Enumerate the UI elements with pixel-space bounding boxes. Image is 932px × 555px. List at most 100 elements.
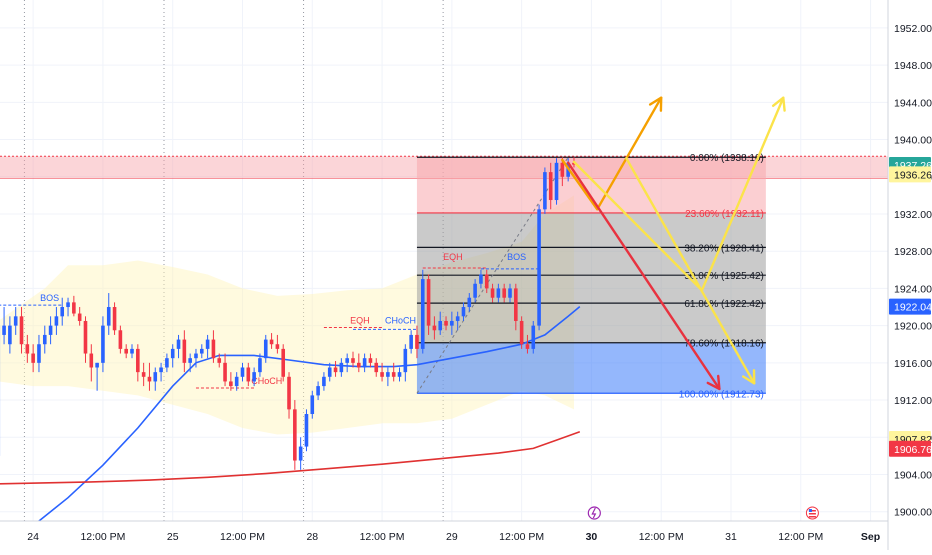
candle-body <box>363 358 367 367</box>
candle-body <box>299 447 303 461</box>
candle-body <box>89 354 93 368</box>
flag-stripe <box>809 513 816 515</box>
x-tick-label: 31 <box>725 531 737 543</box>
candle-body <box>101 326 105 363</box>
candle-body <box>473 284 477 298</box>
candle-body <box>351 358 355 363</box>
candle-body <box>386 372 390 377</box>
price-badge: 1906.76 <box>889 441 932 457</box>
structure-label: BOS <box>507 252 526 262</box>
candle-body <box>183 340 187 363</box>
y-tick-label: 1912.00 <box>894 395 932 407</box>
candle-body <box>404 349 408 372</box>
candle-body <box>258 358 262 372</box>
candle-body <box>433 326 437 331</box>
structure-label: EQH <box>350 315 370 325</box>
fib-level-label: 0.00% (1938.10) <box>690 153 764 164</box>
candle-body <box>345 358 349 363</box>
x-tick-label: 12:00 PM <box>220 531 265 543</box>
price-badge-label: 1922.04 <box>894 302 932 314</box>
price-badge-label: 1936.26 <box>894 169 932 181</box>
flag-canton <box>809 509 812 512</box>
candle-body <box>171 349 175 358</box>
candle-body <box>14 316 18 325</box>
x-tick-label: 12:00 PM <box>80 531 125 543</box>
candle-body <box>421 279 425 349</box>
fib-level-label: 78.60% (1918.16) <box>684 339 764 350</box>
candle-body <box>2 326 6 335</box>
candle-body <box>508 288 512 297</box>
candle-body <box>415 335 419 349</box>
price-badge: 1936.26 <box>889 166 932 182</box>
candle-body <box>78 314 82 321</box>
candle-body <box>392 372 396 377</box>
price-badge: 1922.04 <box>889 299 932 315</box>
candle-body <box>310 395 314 414</box>
fib-band <box>417 157 766 213</box>
candle-body <box>49 326 53 335</box>
candle-body <box>153 372 157 381</box>
structure-label: CHoCH <box>385 315 416 325</box>
candle-body <box>55 316 59 325</box>
candle-body <box>124 349 128 354</box>
fib-level-label: 100.00% (1912.73) <box>679 389 764 400</box>
x-tick-label: 25 <box>167 531 179 543</box>
candle-body <box>438 321 442 330</box>
candle-body <box>241 367 245 376</box>
y-tick-label: 1916.00 <box>894 358 932 370</box>
candle-body <box>322 377 326 386</box>
x-tick-label: 12:00 PM <box>499 531 544 543</box>
structure-label: EQH <box>443 252 463 262</box>
candle-body <box>526 344 530 349</box>
x-tick-label: Sep <box>861 531 880 543</box>
flag-stripe <box>809 516 816 518</box>
candle-body <box>316 386 320 395</box>
candle-body <box>479 274 483 283</box>
candle-body <box>252 372 256 381</box>
candle-body <box>8 326 12 345</box>
y-tick-label: 1900.00 <box>894 507 932 519</box>
y-tick-label: 1948.00 <box>894 60 932 72</box>
candle-body <box>84 321 88 354</box>
candle-body <box>549 172 553 200</box>
x-tick-label: 29 <box>446 531 458 543</box>
x-tick-label: 24 <box>27 531 39 543</box>
candle-body <box>113 307 117 330</box>
time-axis-panel <box>0 521 888 550</box>
x-tick-label: 12:00 PM <box>778 531 823 543</box>
candle-body <box>485 274 489 288</box>
fib-level-label: 61.80% (1922.42) <box>684 299 764 310</box>
candle-body <box>148 377 152 382</box>
x-tick-label: 30 <box>586 531 598 543</box>
candle-body <box>66 302 70 307</box>
candle-body <box>43 335 47 344</box>
candle-body <box>177 340 181 349</box>
candle-body <box>374 363 378 372</box>
y-tick-label: 1940.00 <box>894 135 932 147</box>
candle-body <box>37 344 41 363</box>
candle-body <box>380 372 384 377</box>
candle-body <box>357 363 361 368</box>
candle-body <box>561 163 565 177</box>
candle-body <box>462 307 466 316</box>
candle-body <box>537 209 541 325</box>
candle-body <box>555 163 559 200</box>
candle-body <box>194 354 198 359</box>
candle-body <box>340 363 344 372</box>
candle-body <box>20 316 24 344</box>
y-tick-label: 1924.00 <box>894 283 932 295</box>
lightning-event-icon <box>588 507 600 519</box>
candle-body <box>543 172 547 209</box>
candle-body <box>107 307 111 326</box>
candle-body <box>200 349 204 354</box>
candle-body <box>467 298 471 307</box>
candle-body <box>427 279 431 326</box>
candle-body <box>31 354 35 363</box>
candle-body <box>305 414 309 447</box>
candle-body <box>159 367 163 372</box>
candle-body <box>165 358 169 367</box>
x-tick-label: 12:00 PM <box>360 531 405 543</box>
candle-body <box>409 335 413 349</box>
candle-body <box>264 340 268 359</box>
